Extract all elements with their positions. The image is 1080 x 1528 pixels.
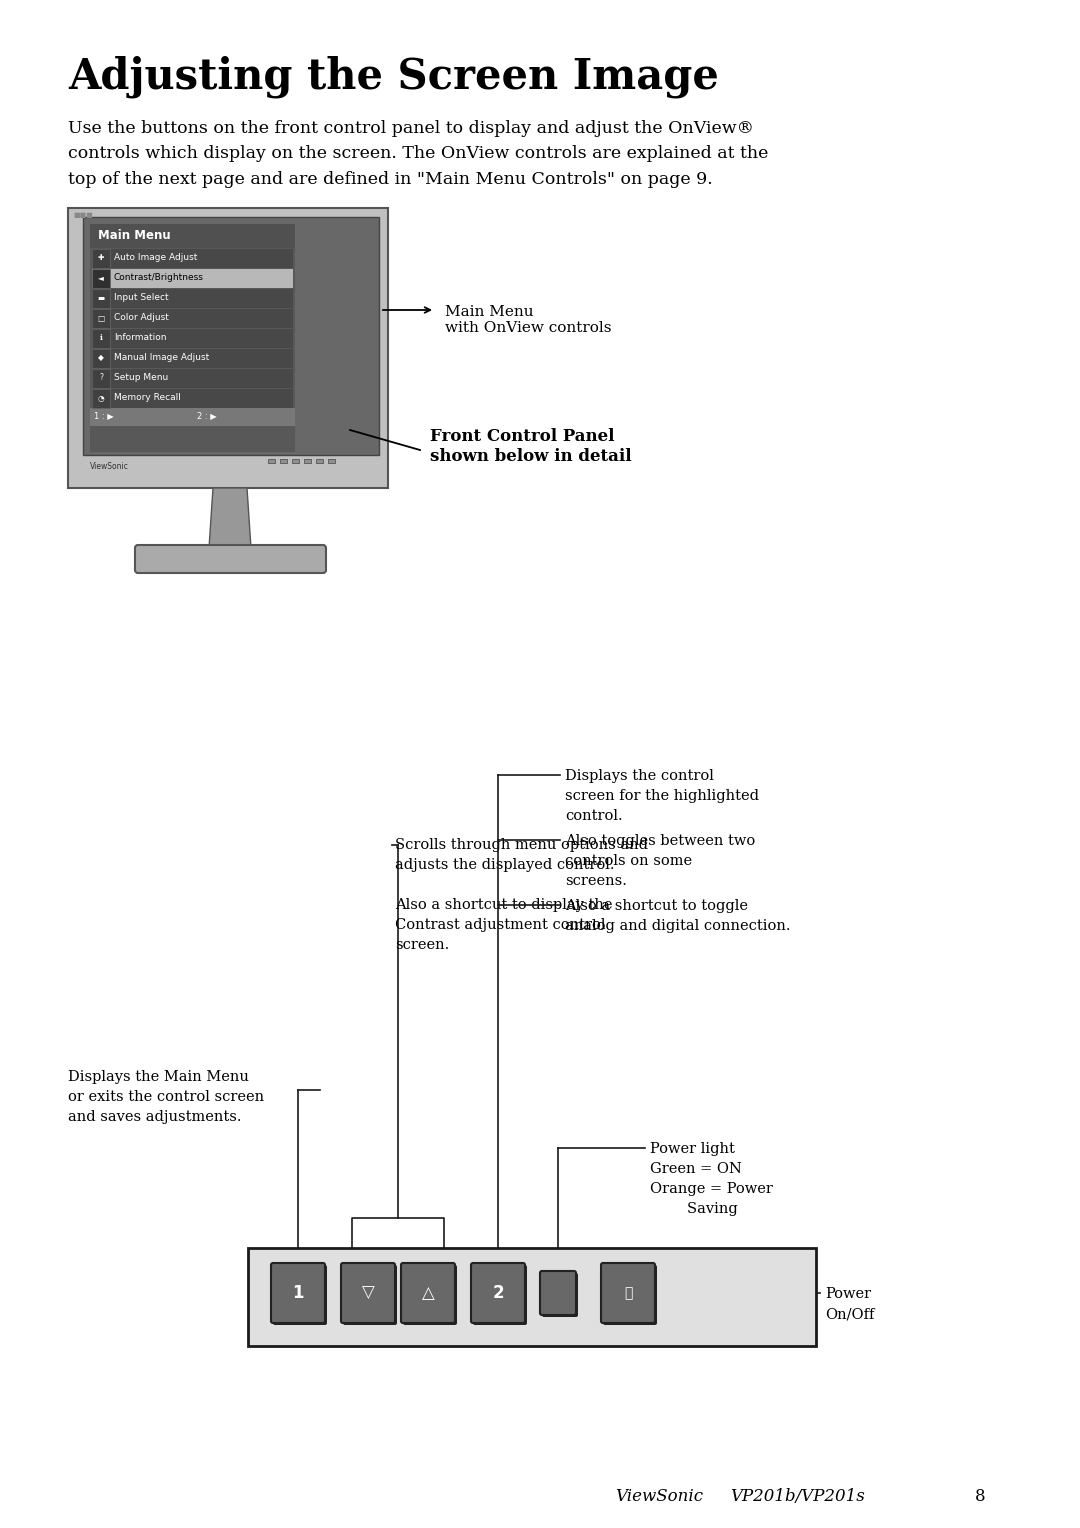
Text: ℹ: ℹ [99,333,103,342]
Bar [92,390,110,408]
FancyBboxPatch shape [540,1271,576,1316]
FancyBboxPatch shape [271,1264,325,1323]
Text: Scrolls through menu options and
adjusts the displayed control.

Also a shortcut: Scrolls through menu options and adjusts… [395,837,648,952]
FancyBboxPatch shape [403,1265,457,1325]
Bar [90,225,295,248]
Text: Auto Image Adjust: Auto Image Adjust [114,254,198,263]
Bar [92,309,110,329]
Text: Manual Image Adjust: Manual Image Adjust [114,353,210,362]
Bar [328,458,335,463]
Text: Also a shortcut to toggle
analog and digital connection.: Also a shortcut to toggle analog and dig… [565,898,791,934]
Text: ◆: ◆ [98,353,104,362]
Text: Also toggles between two
controls on some
screens.: Also toggles between two controls on som… [565,834,755,888]
Text: Setup Menu: Setup Menu [114,373,168,382]
Text: Front Control Panel
shown below in detail: Front Control Panel shown below in detai… [430,428,632,465]
Text: 2 : ▶: 2 : ▶ [197,411,217,420]
Bar [92,309,293,329]
Text: ?: ? [99,373,103,382]
Text: ◔: ◔ [97,394,105,402]
Bar [92,368,110,388]
Text: Main Menu: Main Menu [98,229,171,241]
Text: ✚: ✚ [98,254,104,263]
Bar [92,390,293,408]
Bar [92,348,293,368]
Text: 1: 1 [293,1284,303,1302]
Text: Adjusting the Screen Image: Adjusting the Screen Image [68,55,719,98]
Text: ■■■: ■■■ [73,212,93,219]
Text: 8: 8 [975,1488,986,1505]
Bar [92,249,110,267]
Text: Displays the control
screen for the highlighted
control.: Displays the control screen for the high… [565,769,759,824]
FancyBboxPatch shape [401,1264,455,1323]
Text: Information: Information [114,333,166,342]
Bar [92,249,293,267]
Text: 1 : ▶: 1 : ▶ [94,411,113,420]
Polygon shape [210,487,251,549]
Bar [316,458,323,463]
FancyBboxPatch shape [473,1265,527,1325]
Bar [92,329,293,348]
Text: Power
On/Off: Power On/Off [825,1287,875,1322]
Text: ViewSonic: ViewSonic [615,1488,703,1505]
Text: Displays the Main Menu
or exits the control screen
and saves adjustments.: Displays the Main Menu or exits the cont… [68,1070,265,1125]
Text: □: □ [97,313,105,322]
Text: Color Adjust: Color Adjust [114,313,168,322]
FancyBboxPatch shape [603,1265,657,1325]
Text: 2: 2 [492,1284,503,1302]
Bar [92,269,293,287]
Text: △: △ [421,1284,434,1302]
Bar [92,269,110,287]
Text: ⏻: ⏻ [624,1287,632,1300]
Bar [83,217,379,455]
Bar [68,208,388,487]
FancyBboxPatch shape [600,1264,654,1323]
Bar [92,289,293,309]
FancyBboxPatch shape [471,1264,525,1323]
Text: Memory Recall: Memory Recall [114,394,180,402]
FancyBboxPatch shape [341,1264,395,1323]
Bar [303,458,311,463]
Text: ◄: ◄ [98,274,104,283]
FancyBboxPatch shape [542,1273,578,1317]
Text: Use the buttons on the front control panel to display and adjust the OnView®
con: Use the buttons on the front control pan… [68,121,768,188]
Text: ▽: ▽ [362,1284,375,1302]
FancyBboxPatch shape [135,545,326,573]
Bar [248,1248,816,1346]
Bar [268,458,275,463]
Text: Main Menu
with OnView controls: Main Menu with OnView controls [445,306,611,335]
Text: Contrast/Brightness: Contrast/Brightness [114,274,204,283]
Bar [92,329,110,348]
FancyBboxPatch shape [343,1265,397,1325]
Text: Input Select: Input Select [114,293,168,303]
Bar [92,348,110,368]
Bar [92,368,293,388]
Text: VP201b/VP201s: VP201b/VP201s [730,1488,865,1505]
Bar [292,458,299,463]
Text: ViewSonic: ViewSonic [90,461,129,471]
Bar [92,289,110,309]
Text: Power light
Green = ON
Orange = Power
        Saving: Power light Green = ON Orange = Power Sa… [650,1141,773,1216]
Text: ▬: ▬ [97,293,105,303]
Bar [90,408,295,426]
FancyBboxPatch shape [273,1265,327,1325]
Bar [280,458,287,463]
Bar [90,225,295,452]
